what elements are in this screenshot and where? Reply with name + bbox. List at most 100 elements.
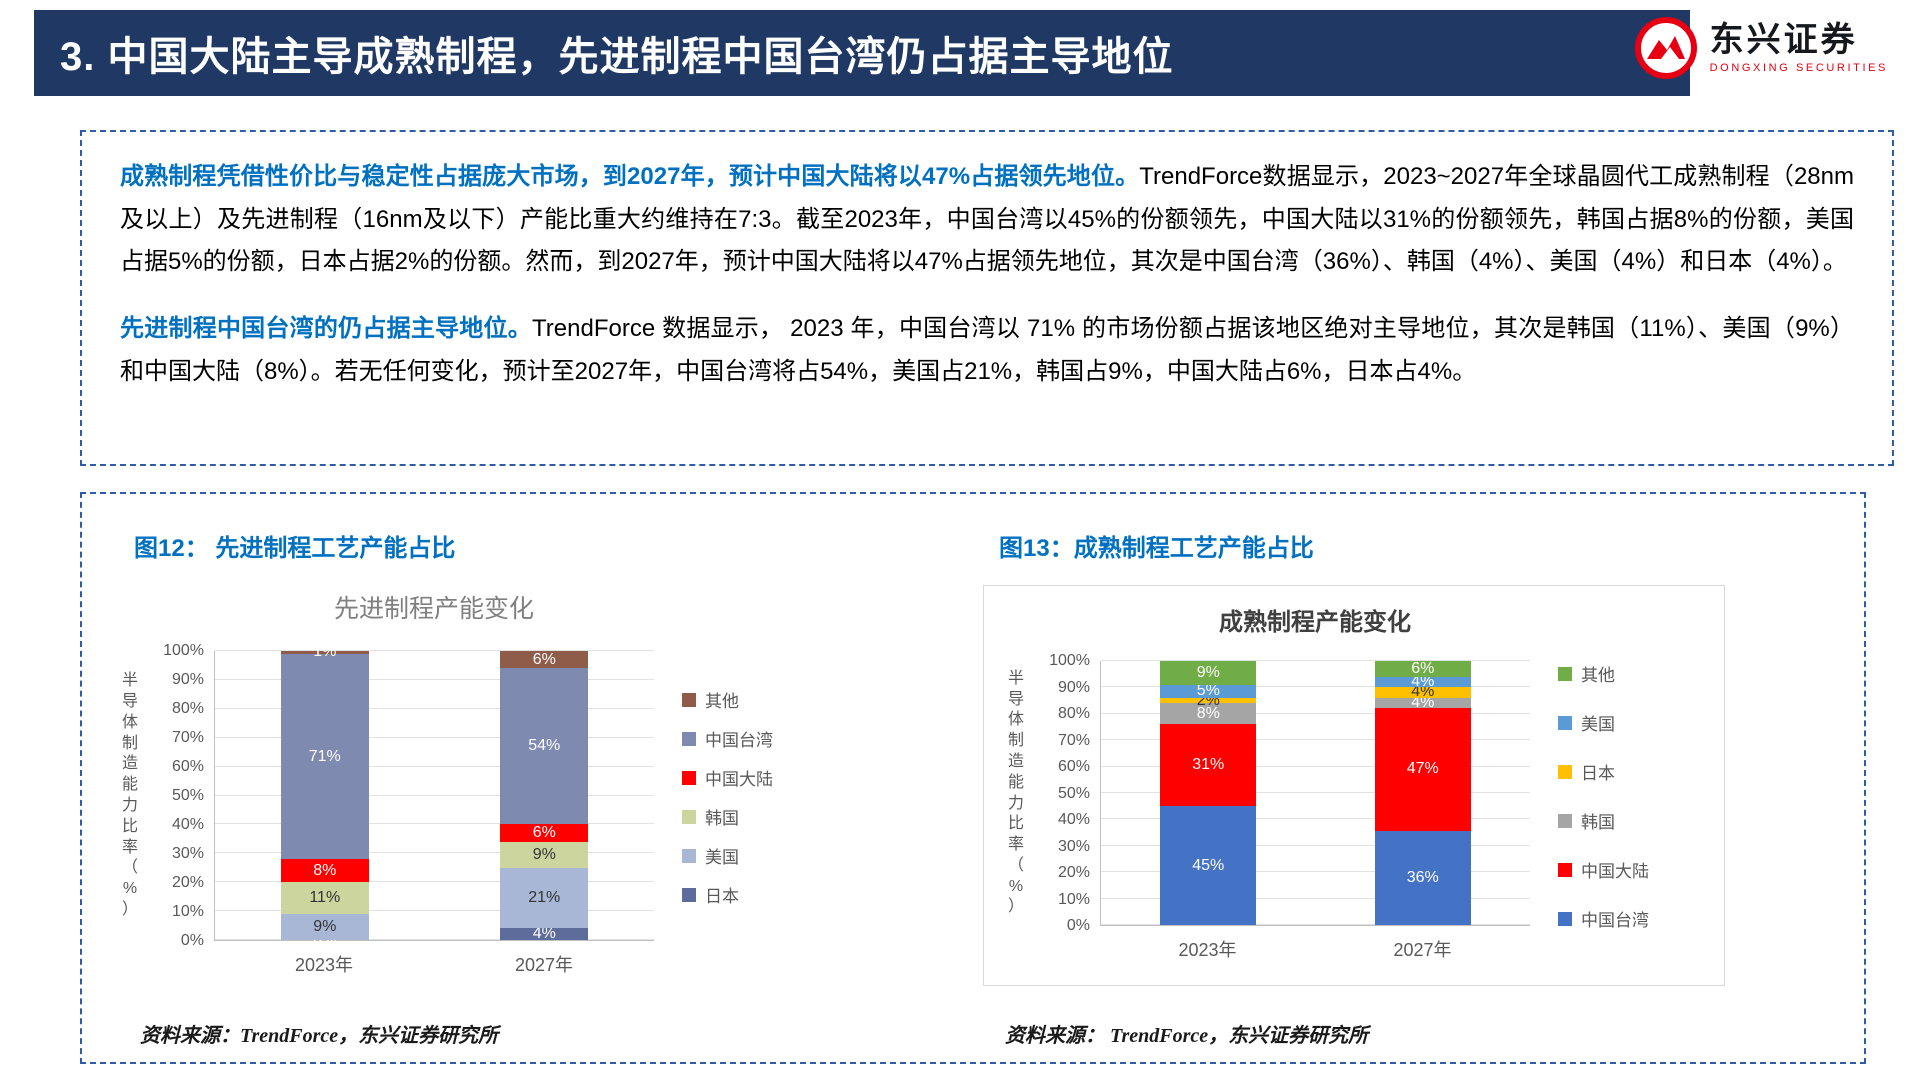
x-category-label: 2027年 xyxy=(514,955,574,975)
y-axis-title-char: （ xyxy=(1007,856,1024,874)
figure12-caption: 图12： 先进制程工艺产能占比 xyxy=(134,535,456,562)
y-tick-label: 90% xyxy=(1057,678,1090,696)
y-axis-ticks: 0% 10% 20% 30% 40% 50% 60% 70% 80% 90% 100% xyxy=(148,642,214,949)
gridline xyxy=(1101,924,1530,925)
gridline xyxy=(215,678,654,680)
y-axis-title-char: 导 xyxy=(1007,690,1024,708)
legend-item-美国: 美国 xyxy=(682,843,773,868)
legend-item-中国大陆: 中国大陆 xyxy=(682,765,773,790)
bar-segment-其他: 6% xyxy=(500,650,589,669)
x-axis-labels: 2023年 2027年 xyxy=(214,941,654,977)
segment-value-label: 71% xyxy=(308,747,341,765)
stacked-bar-2027年: 36% 47% 4% 4% 4% 6% xyxy=(1374,659,1471,925)
chart-title: 成熟制程产能变化 xyxy=(1219,609,1411,636)
plot-area: 45% 31% 8% 2% 5% 9% 36% 47% 4% 4% 4% 6% xyxy=(1100,659,1530,926)
y-tick-label: 80% xyxy=(171,700,204,717)
bar-segment-韩国: 11% xyxy=(280,882,369,914)
segment-value-label: 11% xyxy=(309,889,341,907)
gridline xyxy=(215,650,654,651)
logo-text: 东兴证券 DONGXING SECURITIES xyxy=(1709,20,1888,74)
bar-segment-中国大陆: 47% xyxy=(1374,708,1471,831)
x-category-label: 2027年 xyxy=(1393,940,1452,960)
summary-paragraph-2: 先进制程中国台湾的仍占据主导地位。TrendForce 数据显示， 2023 年… xyxy=(120,308,1854,393)
segment-value-label: 6% xyxy=(1411,659,1435,677)
gridline xyxy=(1101,660,1530,661)
legend-label: 中国台湾 xyxy=(1581,911,1649,930)
figure-advanced-process: 图12： 先进制程工艺产能占比 先进制程产能变化 半导体制造能力比率 （% ） 0%… xyxy=(112,510,942,1050)
segment-value-label: 9% xyxy=(532,845,556,863)
segment-value-label: 4% xyxy=(1411,683,1435,701)
legend-label: 韩国 xyxy=(1581,813,1615,832)
stacked-bar-2027年: 4% 21% 9% 6% 54% 6% xyxy=(500,650,589,943)
y-tick-label: 50% xyxy=(1057,784,1090,802)
y-tick-label: 0% xyxy=(1066,917,1090,934)
bar-segment-韩国: 4% xyxy=(1374,694,1471,711)
legend-item-日本: 日本 xyxy=(1558,759,1649,784)
legend-item-其他: 其他 xyxy=(682,687,773,712)
legend-color-swatch xyxy=(1558,764,1572,779)
y-tick-label: 30% xyxy=(1057,837,1090,855)
bar-segment-日本: 4% xyxy=(1374,683,1471,700)
y-tick-label: 30% xyxy=(171,845,204,862)
y-tick-label: 80% xyxy=(1057,705,1090,722)
y-axis-title-char: 体 xyxy=(1007,711,1024,729)
y-axis-title-char: 能 xyxy=(121,776,138,794)
y-tick-label: 70% xyxy=(171,729,204,746)
y-axis-title-char: 半 xyxy=(121,672,138,690)
y-tick-label: 70% xyxy=(1057,731,1090,749)
segment-value-label: 36% xyxy=(1406,868,1439,886)
x-axis-labels: 2023年 2027年 xyxy=(1100,926,1530,962)
x-category-label: 2023年 xyxy=(1178,940,1237,960)
bar-segment-中国大陆: 8% xyxy=(280,859,369,883)
segment-value-label: 6% xyxy=(532,650,556,668)
segment-value-label: 1% xyxy=(313,643,337,661)
bar-segment-其他: 6% xyxy=(1374,659,1471,677)
y-axis-title-char: ） xyxy=(1007,898,1024,916)
segment-value-label: 9% xyxy=(1196,663,1220,681)
bar-segment-韩国: 9% xyxy=(500,841,589,868)
source-note: 资料来源： TrendForce，东兴证券研究所 xyxy=(1005,1025,1369,1047)
gridline xyxy=(1101,897,1530,899)
legend-color-swatch xyxy=(682,848,696,863)
gridline xyxy=(1101,712,1530,714)
source-note: 资料来源：TrendForce，东兴证券研究所 xyxy=(140,1025,499,1047)
figure13-caption: 图13：成熟制程工艺产能占比 xyxy=(999,535,1314,562)
logo-name-cn: 东兴证券 xyxy=(1709,20,1858,59)
y-tick-label: 40% xyxy=(1057,811,1090,828)
legend-label: 日本 xyxy=(705,887,739,906)
bar-segment-中国大陆: 31% xyxy=(1160,724,1257,807)
gridline xyxy=(215,939,654,940)
legend-item-中国大陆: 中国大陆 xyxy=(1558,857,1649,882)
legend-label: 中国大陆 xyxy=(1581,862,1649,881)
bar-segment-其他: 9% xyxy=(1160,661,1257,685)
bar-segment-中国台湾: 71% xyxy=(280,653,369,860)
bar-segment-日本: 4% xyxy=(500,925,589,943)
legend-item-韩国: 韩国 xyxy=(682,804,773,829)
y-axis-title-char: 率 xyxy=(1007,836,1024,854)
chart-legend: 其他 美国 日本 韩国 中国大陆 中国台湾 xyxy=(1558,661,1649,931)
legend-color-swatch xyxy=(682,770,696,785)
x-category-label: 2023年 xyxy=(294,955,354,975)
legend-color-swatch xyxy=(1558,813,1572,828)
segment-value-label: 31% xyxy=(1192,756,1225,774)
segment-value-label: 45% xyxy=(1192,856,1225,874)
legend-color-swatch xyxy=(1558,715,1572,730)
segment-value-label: 47% xyxy=(1406,760,1439,778)
chart-legend: 其他中国台湾中国大陆韩国美国日本 xyxy=(682,687,773,907)
gridline xyxy=(215,707,654,709)
legend-item-中国台湾: 中国台湾 xyxy=(1558,906,1649,931)
legend-color-swatch xyxy=(682,809,696,824)
legend-item-中国台湾: 中国台湾 xyxy=(682,726,773,751)
segment-value-label: 6% xyxy=(532,824,556,842)
y-axis-title-char: （ xyxy=(121,859,138,877)
gridline xyxy=(215,823,654,825)
chart-body: 半导体制造能力比率 （% ） 0% 10% 20% 30% 40% 50% 60% 70% 80% 9… xyxy=(998,652,1710,965)
y-tick-label: 60% xyxy=(171,758,204,775)
legend-label: 韩国 xyxy=(705,809,739,828)
gridline xyxy=(215,794,654,796)
plot-column: 45% 31% 8% 2% 5% 9% 36% 47% 4% 4% 4% 6% 2023年 2027年 xyxy=(1100,659,1530,962)
stacked-bar-2023年: 45% 31% 8% 2% 5% 9% xyxy=(1160,661,1257,925)
bar-segment-美国: 5% xyxy=(1160,682,1257,699)
segment-value-label: 4% xyxy=(532,925,556,943)
